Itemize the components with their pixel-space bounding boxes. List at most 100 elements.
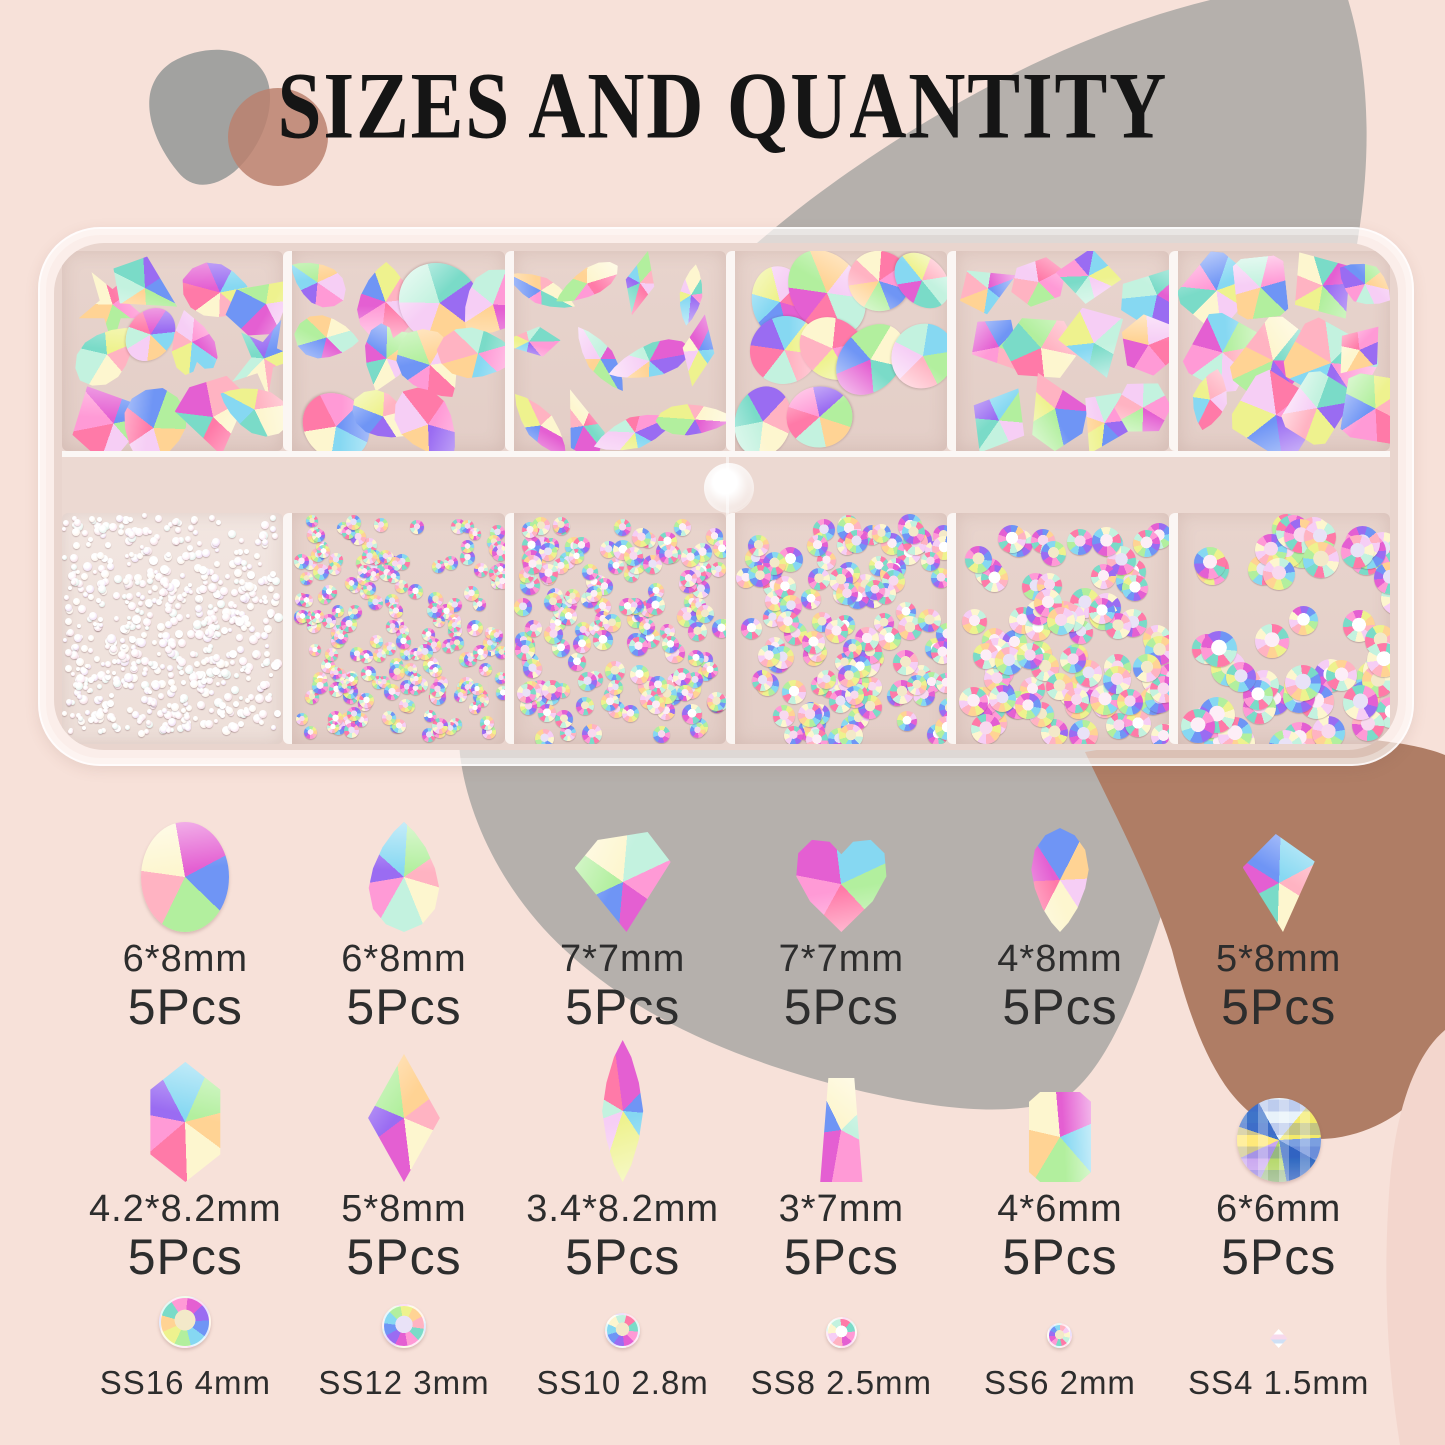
round-rhinestone xyxy=(447,619,461,633)
round-rhinestone xyxy=(896,711,917,732)
gem-pcs-label: 5Pcs xyxy=(346,1229,462,1285)
micro-bead xyxy=(209,614,217,622)
micro-bead xyxy=(234,609,240,615)
round-rhinestone xyxy=(494,645,505,659)
round-rhinestone xyxy=(428,591,444,607)
micro-bead xyxy=(72,516,78,521)
round-rhinestone xyxy=(470,682,483,695)
icon-box xyxy=(596,1040,650,1182)
oval-gem xyxy=(783,382,856,451)
round-rhinestone xyxy=(417,643,434,660)
micro-bead xyxy=(184,585,192,593)
round-rhinestone xyxy=(773,575,796,598)
micro-bead xyxy=(68,728,74,734)
compartment-round-ss10 xyxy=(725,513,948,744)
micro-bead xyxy=(227,601,235,609)
micro-bead xyxy=(184,536,191,543)
round-rhinestone xyxy=(906,675,927,696)
round-rhinestone xyxy=(973,643,1000,670)
round-rhinestone xyxy=(492,544,505,561)
round-rhinestone xyxy=(361,665,377,681)
micro-bead xyxy=(168,597,175,604)
round-rhinestone xyxy=(1092,526,1122,556)
round-rhinestone xyxy=(751,669,773,691)
round-rhinestone xyxy=(313,563,330,580)
round-rhinestone xyxy=(676,684,693,701)
round-rhinestone xyxy=(453,688,467,702)
round-rhinestone xyxy=(427,602,443,618)
micro-bead xyxy=(188,583,193,588)
round-rhinestone xyxy=(839,723,864,744)
round-rhinestone xyxy=(408,583,424,599)
round-rhinestone xyxy=(538,563,558,583)
micro-bead xyxy=(168,672,175,679)
micro-bead xyxy=(227,529,236,538)
micro-bead xyxy=(130,674,139,683)
micro-bead xyxy=(76,570,81,575)
micro-bead xyxy=(198,566,207,575)
round-rhinestone xyxy=(648,583,665,600)
micro-bead xyxy=(128,531,136,539)
micro-bead xyxy=(110,715,117,722)
round-rhinestone xyxy=(801,630,825,654)
micro-bead xyxy=(136,658,142,664)
micro-bead xyxy=(140,631,147,638)
micro-bead xyxy=(216,681,221,686)
micro-bead xyxy=(185,665,194,674)
size-chart-item: SS16 4mm xyxy=(76,1290,295,1402)
round-rhinestone xyxy=(1193,547,1226,580)
micro-bead xyxy=(144,625,149,630)
micro-bead xyxy=(119,644,129,654)
round-rhinestone xyxy=(680,569,698,587)
micro-bead xyxy=(75,674,85,683)
round-rhinestone xyxy=(494,563,505,577)
micro-bead xyxy=(136,592,142,598)
micro-bead xyxy=(75,681,84,690)
micro-bead xyxy=(83,592,89,597)
round-rhinestone xyxy=(348,604,363,619)
gem-size-label: 5*8mm xyxy=(1215,938,1342,980)
drop-up-gem xyxy=(291,308,361,368)
round-rhinestone xyxy=(537,703,556,722)
micro-bead xyxy=(73,521,83,531)
micro-bead xyxy=(97,684,103,690)
round-rhinestone xyxy=(621,704,639,722)
round-rhinestone xyxy=(331,605,344,618)
micro-bead xyxy=(167,649,176,658)
micro-bead xyxy=(107,557,114,564)
micro-bead xyxy=(258,561,263,566)
round-rhinestone xyxy=(1366,643,1390,678)
micro-bead xyxy=(119,524,125,530)
round-rhinestone xyxy=(1064,687,1090,713)
kite-gem xyxy=(505,326,561,356)
micro-bead xyxy=(146,720,152,726)
micro-bead xyxy=(97,552,105,560)
icon-box xyxy=(141,808,230,932)
micro-bead xyxy=(169,641,176,648)
round-rhinestone xyxy=(466,619,483,636)
micro-bead xyxy=(222,726,232,736)
micro-bead xyxy=(226,652,233,659)
round-rhinestone xyxy=(443,555,458,570)
micro-bead xyxy=(142,527,151,536)
micro-bead xyxy=(245,582,255,592)
kite-gem-icon xyxy=(1242,834,1315,932)
micro-bead xyxy=(232,604,237,609)
micro-bead xyxy=(195,671,204,680)
gem-size-label: 7*7mm xyxy=(559,938,686,980)
micro-bead xyxy=(213,719,218,724)
round-rhinestone xyxy=(382,710,397,725)
box-bottom-row xyxy=(62,513,1390,744)
round-rhinestone xyxy=(624,547,644,567)
corner-pink-blob xyxy=(1386,1030,1445,1445)
flatstone-gem-icon xyxy=(1047,1323,1073,1348)
micro-bead xyxy=(204,657,211,664)
micro-bead xyxy=(258,577,266,585)
micro-bead xyxy=(204,628,214,638)
micro-bead xyxy=(139,609,145,615)
micro-bead xyxy=(88,677,95,684)
micro-bead xyxy=(131,661,138,668)
round-rhinestone xyxy=(593,630,614,651)
round-rhinestone xyxy=(325,647,339,661)
micro-bead xyxy=(173,540,179,546)
